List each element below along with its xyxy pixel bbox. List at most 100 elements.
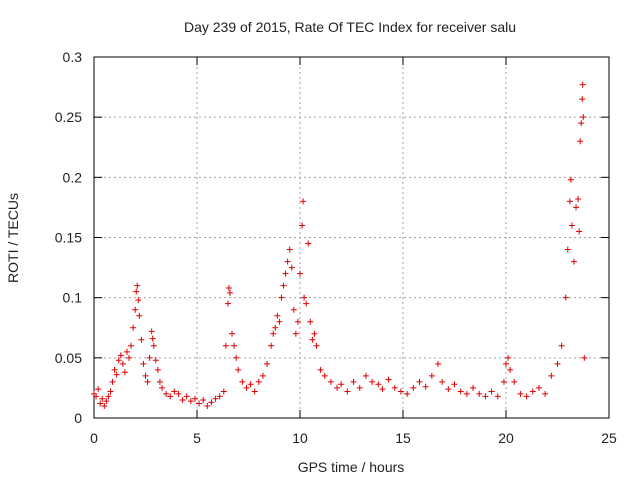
data-point xyxy=(235,366,242,373)
data-point xyxy=(144,378,151,385)
x-tick-label: 5 xyxy=(193,430,201,446)
data-point xyxy=(505,354,512,361)
data-point xyxy=(338,381,345,388)
y-tick-label: 0.15 xyxy=(55,230,82,246)
data-point xyxy=(517,390,524,397)
data-point xyxy=(113,371,120,378)
data-point xyxy=(391,384,398,391)
data-point xyxy=(270,330,277,337)
y-axis: 0 0.05 0.1 0.15 0.2 0.25 0.3 xyxy=(55,49,609,426)
data-point xyxy=(121,369,128,376)
data-point xyxy=(362,372,369,379)
data-point xyxy=(183,393,190,400)
data-point xyxy=(200,396,207,403)
data-point xyxy=(115,357,122,364)
data-point xyxy=(208,399,215,406)
data-point xyxy=(138,336,145,343)
data-point xyxy=(439,378,446,385)
data-point xyxy=(229,330,236,337)
data-point xyxy=(167,393,174,400)
data-point xyxy=(564,246,571,253)
data-point xyxy=(570,258,577,265)
data-point xyxy=(327,378,334,385)
data-point xyxy=(146,354,153,361)
data-point xyxy=(224,300,231,307)
data-point xyxy=(523,393,530,400)
y-tick-label: 0.2 xyxy=(63,169,83,185)
x-tick-label: 10 xyxy=(292,430,308,446)
data-point xyxy=(204,402,211,409)
data-point xyxy=(226,289,233,296)
data-point xyxy=(321,372,328,379)
data-point xyxy=(111,366,118,373)
y-tick-label: 0.3 xyxy=(63,49,83,65)
data-point xyxy=(476,390,483,397)
x-tick-label: 25 xyxy=(601,430,617,446)
data-point xyxy=(558,342,565,349)
data-point xyxy=(457,388,464,395)
data-point xyxy=(288,264,295,271)
data-point xyxy=(268,342,275,349)
y-tick-label: 0.1 xyxy=(63,290,83,306)
data-point xyxy=(404,390,411,397)
data-point xyxy=(278,294,285,301)
data-point xyxy=(451,381,458,388)
grid xyxy=(94,57,609,418)
data-point xyxy=(579,96,586,103)
data-point xyxy=(222,342,229,349)
data-point xyxy=(286,246,293,253)
data-point xyxy=(251,388,258,395)
x-tick-label: 15 xyxy=(395,430,411,446)
data-point xyxy=(119,360,126,367)
data-point xyxy=(369,378,376,385)
data-point xyxy=(554,360,561,367)
data-point xyxy=(231,342,238,349)
data-point xyxy=(152,357,159,364)
data-point xyxy=(239,378,246,385)
data-point xyxy=(179,396,186,403)
data-point xyxy=(132,306,139,313)
data-point xyxy=(307,318,314,325)
data-point xyxy=(276,318,283,325)
data-point xyxy=(463,390,470,397)
data-point xyxy=(103,398,110,405)
data-point xyxy=(136,312,143,319)
data-point xyxy=(220,388,227,395)
data-point xyxy=(435,360,442,367)
data-point xyxy=(140,360,147,367)
data-point xyxy=(507,366,514,373)
data-point xyxy=(175,390,182,397)
x-tick-label: 20 xyxy=(498,430,514,446)
data-point xyxy=(148,328,155,335)
data-point xyxy=(410,384,417,391)
data-point xyxy=(247,381,254,388)
data-point xyxy=(385,376,392,383)
data-point xyxy=(101,402,108,409)
data-point xyxy=(416,378,423,385)
data-point xyxy=(297,270,303,277)
data-point xyxy=(216,393,223,400)
data-point xyxy=(548,372,555,379)
data-point xyxy=(375,381,382,388)
y-tick-label: 0 xyxy=(74,410,82,426)
data-point xyxy=(99,395,106,402)
data-point xyxy=(107,388,114,395)
data-point xyxy=(105,393,112,400)
y-tick-label: 0.25 xyxy=(55,109,82,125)
data-point xyxy=(149,335,156,342)
data-point xyxy=(482,393,489,400)
data-point xyxy=(117,352,124,359)
data-point xyxy=(397,388,404,395)
data-point xyxy=(243,384,250,391)
data-point xyxy=(126,354,133,361)
data-point xyxy=(196,400,203,407)
data-point xyxy=(212,395,219,402)
data-point xyxy=(511,378,518,385)
data-point xyxy=(428,372,435,379)
data-point xyxy=(171,388,178,395)
data-point xyxy=(576,228,583,235)
data-point xyxy=(135,297,142,304)
data-point xyxy=(187,398,194,405)
data-point xyxy=(422,383,429,390)
data-point xyxy=(142,372,149,379)
